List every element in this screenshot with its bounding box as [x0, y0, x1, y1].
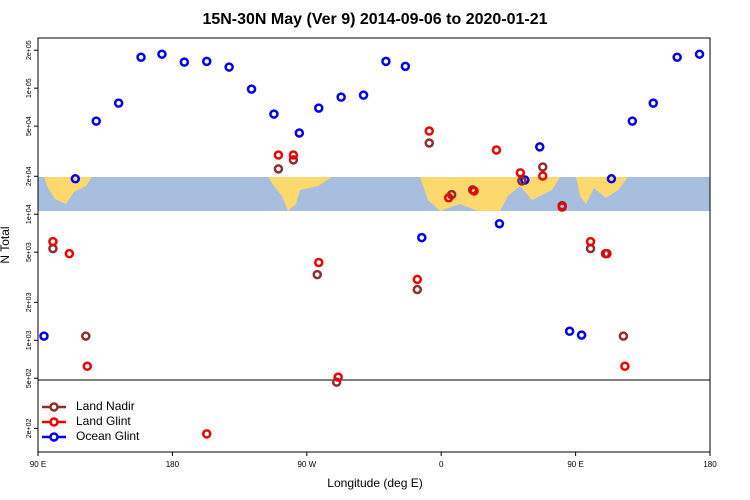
point — [694, 49, 705, 59]
point — [424, 138, 435, 148]
point — [537, 171, 548, 181]
point — [602, 248, 612, 259]
point — [469, 186, 479, 196]
point — [91, 116, 101, 126]
point — [606, 174, 617, 184]
x-tick-label: 0 — [439, 460, 444, 469]
point — [136, 52, 146, 62]
y-tick-label: 1e+04 — [26, 204, 33, 224]
point — [585, 236, 596, 247]
legend-label: Land Nadir — [76, 399, 135, 413]
point — [273, 150, 284, 160]
point — [537, 162, 548, 172]
y-tick-label: 2e+02 — [26, 418, 33, 438]
point — [620, 361, 630, 371]
point — [288, 155, 299, 165]
legend-marker — [49, 402, 59, 412]
point — [557, 202, 567, 212]
point — [627, 116, 638, 126]
point — [64, 248, 75, 259]
x-tick-label: 180 — [703, 460, 717, 469]
point — [494, 218, 505, 229]
y-tick-label: 2e+05 — [26, 40, 33, 60]
y-axis-label: N Total — [0, 226, 12, 263]
point — [336, 92, 346, 102]
point — [491, 145, 502, 155]
point — [618, 331, 629, 341]
point — [648, 98, 659, 108]
point — [400, 61, 411, 72]
map-land — [268, 177, 332, 211]
point — [179, 57, 190, 67]
plot-frame — [37, 37, 711, 453]
point — [331, 377, 342, 387]
y-tick-label: 1e+03 — [26, 330, 33, 350]
point — [313, 103, 324, 113]
point — [82, 361, 93, 371]
point — [515, 168, 526, 178]
point — [201, 429, 212, 439]
x-tick-label: 90 E — [567, 460, 583, 469]
point — [288, 150, 299, 160]
point — [535, 142, 545, 152]
point — [201, 56, 212, 67]
legend-marker — [49, 417, 59, 427]
y-tick-label: 1e+05 — [26, 78, 33, 98]
y-tick-label: 5e+02 — [26, 368, 33, 388]
map-strip — [38, 177, 710, 211]
point — [424, 126, 435, 136]
chart-title: 15N-30N May (Ver 9) 2014-09-06 to 2020-0… — [202, 11, 547, 28]
point — [417, 232, 427, 243]
y-tick-label: 2e+03 — [26, 292, 33, 312]
point — [273, 164, 284, 174]
point — [81, 331, 91, 341]
point — [48, 236, 58, 247]
map-land — [576, 177, 628, 204]
y-tick-label: 2e+04 — [26, 166, 33, 186]
point — [224, 62, 234, 72]
point — [39, 331, 49, 341]
point — [113, 98, 124, 108]
point — [443, 193, 454, 203]
point — [672, 52, 682, 62]
point — [358, 90, 369, 100]
point — [70, 174, 81, 184]
point — [412, 274, 423, 285]
legend-marker — [49, 432, 59, 442]
point — [312, 269, 323, 280]
legend-label: Land Glint — [76, 414, 131, 428]
point — [564, 326, 575, 336]
y-tick-label: 5e+04 — [26, 116, 33, 136]
point — [269, 109, 279, 119]
point — [381, 56, 391, 67]
point — [576, 330, 587, 340]
x-axis-label: Longitude (deg E) — [327, 476, 422, 490]
point — [517, 176, 527, 186]
x-tick-label: 90 E — [30, 460, 46, 469]
point — [313, 257, 324, 268]
y-tick-label: 5e+03 — [26, 242, 33, 262]
point — [294, 128, 305, 138]
map-land — [420, 177, 560, 211]
point — [157, 49, 167, 59]
map-land — [44, 177, 92, 204]
x-tick-label: 180 — [166, 460, 180, 469]
point — [333, 372, 343, 382]
legend-label: Ocean Glint — [76, 429, 140, 443]
point — [412, 284, 423, 295]
point — [246, 84, 257, 94]
x-tick-label: 90 W — [297, 460, 316, 469]
